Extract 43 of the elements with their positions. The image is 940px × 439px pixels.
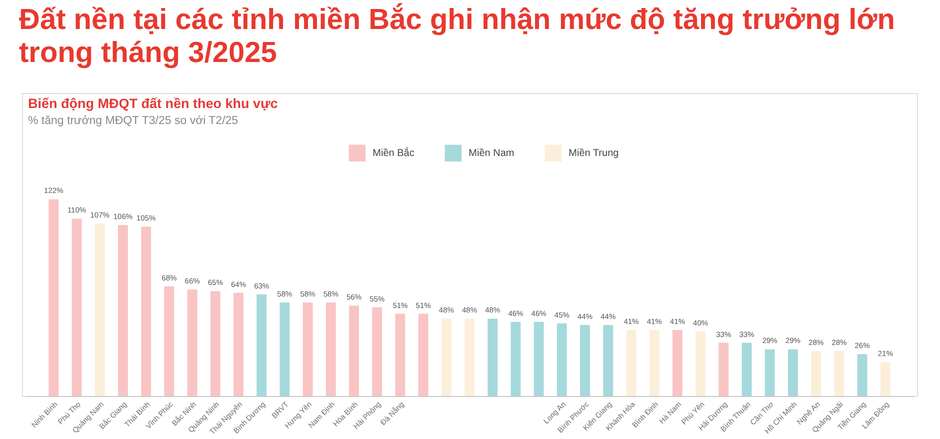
legend-label: Miền Nam <box>468 148 514 160</box>
bar <box>210 291 220 396</box>
chart-subtitle: Biến động MĐQT đất nền theo khu vực <box>28 96 278 111</box>
bar <box>556 323 567 396</box>
bar <box>302 302 313 396</box>
bar <box>626 330 636 396</box>
bar <box>603 325 614 396</box>
bar <box>395 314 406 396</box>
bar <box>326 302 336 396</box>
bar <box>788 349 798 396</box>
bar <box>372 307 382 396</box>
text: % tăng trưởng MĐQT T3/25 so với T2/25 <box>28 115 238 127</box>
bar <box>48 199 59 396</box>
bar <box>534 322 544 396</box>
bar <box>280 302 290 396</box>
bar <box>256 294 267 396</box>
bar <box>696 331 706 396</box>
bar <box>742 342 752 396</box>
bar <box>464 318 474 396</box>
bar <box>418 314 428 396</box>
bar <box>811 350 822 396</box>
bar <box>94 223 105 396</box>
bar <box>649 330 660 396</box>
bar <box>672 330 682 396</box>
bar <box>488 318 498 396</box>
bar <box>164 286 174 396</box>
legend-label: Miền Trung <box>568 148 619 160</box>
bar <box>441 318 452 396</box>
bar <box>349 306 359 396</box>
bar <box>72 218 82 396</box>
bar <box>141 226 152 396</box>
chart-title: Đất nền tại các tỉnh miền Bắc ghi nhận mức độ tăng trưởng lớn trong tháng 3/2025 <box>19 3 895 69</box>
bar <box>857 354 868 396</box>
bar <box>187 290 198 396</box>
bar <box>580 325 590 396</box>
bar <box>510 322 521 396</box>
bar <box>764 349 775 396</box>
bar <box>118 225 128 396</box>
bar <box>718 342 729 396</box>
bar <box>234 292 244 396</box>
legend-label: Miền Bắc <box>372 147 414 160</box>
bar <box>834 350 844 396</box>
bar <box>880 362 890 396</box>
